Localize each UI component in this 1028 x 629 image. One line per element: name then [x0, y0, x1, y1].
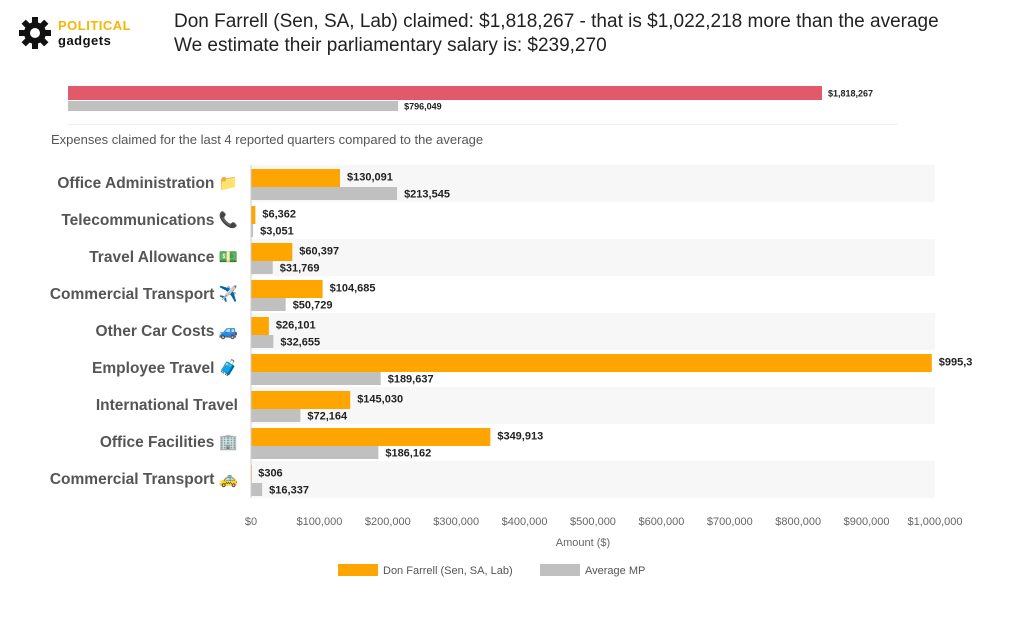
bar-mp-label: $349,913	[497, 431, 543, 443]
category-label: Telecommunications 📞	[61, 209, 238, 229]
legend-label-0: Don Farrell (Sen, SA, Lab)	[383, 565, 513, 577]
logo-text-political: POLITICAL	[58, 18, 132, 33]
headline-claim: Don Farrell (Sen, SA, Lab) claimed: $1,8…	[174, 11, 939, 32]
bar-average	[251, 483, 263, 496]
headline: Don Farrell (Sen, SA, Lab) claimed: $1,8…	[174, 10, 939, 58]
top-bar-1	[68, 101, 399, 111]
category-label: International Travel	[96, 397, 238, 414]
x-tick-label: $800,000	[775, 516, 821, 528]
row-band	[251, 387, 935, 424]
legend-label-1: Average MP	[585, 565, 645, 577]
bar-mp	[251, 354, 932, 372]
expenses-chart: Expenses claimed for the last 4 reported…	[50, 132, 973, 577]
bar-average-label: $32,655	[280, 337, 320, 349]
row-band	[251, 461, 935, 498]
bar-average	[251, 409, 301, 422]
x-tick-label: $400,000	[502, 516, 548, 528]
logo-text-gadgets: gadgets	[58, 33, 112, 48]
top-bar-label-1: $796,049	[404, 102, 442, 112]
total-claim-chart: $1,818,267 $796,049	[68, 86, 898, 125]
bar-average-label: $31,769	[280, 263, 320, 275]
bar-average-label: $186,162	[385, 448, 431, 460]
category-label: Commercial Transport ✈️	[50, 284, 238, 303]
bar-mp-label: $306	[258, 468, 282, 480]
x-tick-label: $100,000	[296, 516, 342, 528]
bar-mp-label: $130,091	[347, 172, 393, 184]
x-tick-label: $0	[245, 516, 257, 528]
row-band	[251, 313, 935, 350]
bar-average	[251, 335, 274, 348]
headline-salary: We estimate their parliamentary salary i…	[174, 35, 607, 56]
x-tick-label: $500,000	[570, 516, 616, 528]
bar-average-label: $50,729	[293, 300, 333, 312]
bar-mp-label: $145,030	[357, 394, 403, 406]
bar-mp	[251, 391, 351, 409]
category-label: Employee Travel 🧳	[92, 358, 238, 377]
bar-average	[251, 261, 273, 274]
bar-mp-label: $995,3	[939, 357, 973, 369]
bar-mp	[251, 206, 256, 224]
x-axis-title: Amount ($)	[556, 537, 610, 549]
bar-average-label: $3,051	[260, 226, 294, 238]
bar-average	[251, 224, 254, 237]
bar-mp	[251, 243, 293, 261]
top-bar-label-0: $1,818,267	[828, 89, 873, 99]
category-label: Commercial Transport 🚕	[50, 471, 238, 488]
bar-mp-label: $60,397	[299, 246, 339, 258]
bar-mp-label: $26,101	[276, 320, 316, 332]
x-tick-label: $900,000	[844, 516, 890, 528]
legend-swatch-0	[338, 564, 378, 576]
bar-average-label: $189,637	[388, 374, 434, 386]
bar-mp	[251, 428, 491, 446]
category-label: Office Facilities 🏢	[100, 434, 238, 451]
bar-average-label: $213,545	[404, 189, 450, 201]
category-label: Office Administration 📁	[57, 175, 238, 192]
gear-icon	[19, 17, 51, 49]
category-label: Travel Allowance 💵	[89, 249, 238, 266]
bar-average	[251, 372, 381, 385]
x-tick-label: $600,000	[638, 516, 684, 528]
chart-subtitle: Expenses claimed for the last 4 reported…	[51, 132, 483, 147]
top-bar-0	[68, 86, 822, 100]
bar-average-label: $16,337	[269, 485, 309, 497]
bar-mp-label: $104,685	[330, 283, 376, 295]
x-tick-label: $300,000	[433, 516, 479, 528]
x-tick-label: $1,000,000	[907, 516, 962, 528]
legend-swatch-1	[540, 564, 580, 576]
political-gadgets-logo[interactable]: POLITICAL gadgets	[16, 14, 156, 54]
bar-mp	[251, 317, 269, 335]
x-tick-label: $700,000	[707, 516, 753, 528]
bar-average	[251, 187, 398, 200]
bar-mp-label: $6,362	[262, 209, 296, 221]
x-tick-label: $200,000	[365, 516, 411, 528]
category-label: Other Car Costs 🚙	[96, 323, 238, 340]
bar-mp	[251, 169, 340, 187]
bars-group: $130,091 $213,545 $6,362 $3,051 $60,397 $31,7…	[251, 169, 972, 497]
bar-average	[251, 298, 286, 311]
bar-average-label: $72,164	[307, 411, 348, 423]
row-band	[251, 239, 935, 276]
bar-average	[251, 446, 379, 459]
bar-mp	[251, 280, 323, 298]
